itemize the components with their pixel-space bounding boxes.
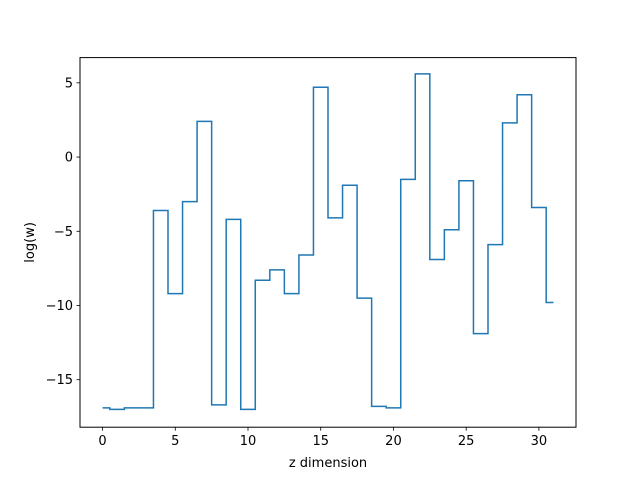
- x-tick-label: 20: [385, 434, 402, 449]
- y-tick-label: 0: [65, 151, 73, 166]
- x-tick-label: 10: [240, 434, 257, 449]
- x-axis-label: z dimension: [289, 456, 367, 471]
- x-tick-label: 5: [171, 434, 179, 449]
- x-tick-label: 30: [531, 434, 548, 449]
- y-tick-label: −5: [54, 225, 73, 240]
- x-axis: 0 5 10 15 20 25 30: [98, 427, 547, 449]
- x-tick-label: 0: [98, 434, 106, 449]
- series-step-line: [102, 73, 554, 411]
- plot-area-frame: [79, 57, 577, 428]
- y-axis: −15 −10 −5 0 5: [46, 76, 80, 388]
- plot-layer: [102, 73, 554, 411]
- x-tick-label: 25: [458, 434, 475, 449]
- y-tick-label: −10: [46, 299, 73, 314]
- x-tick-label: 15: [312, 434, 329, 449]
- y-tick-label: −15: [46, 373, 73, 388]
- y-axis-label: log(w): [23, 222, 38, 263]
- y-tick-label: 5: [65, 76, 73, 91]
